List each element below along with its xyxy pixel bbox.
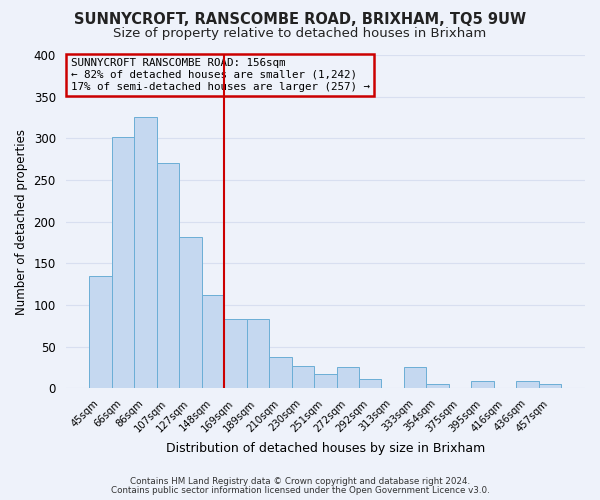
Bar bbox=[202, 295, 224, 388]
Bar bbox=[517, 381, 539, 388]
Bar bbox=[224, 319, 247, 388]
Text: Contains HM Land Registry data © Crown copyright and database right 2024.: Contains HM Land Registry data © Crown c… bbox=[130, 477, 470, 486]
Bar bbox=[89, 276, 112, 388]
Bar bbox=[404, 368, 427, 388]
X-axis label: Distribution of detached houses by size in Brixham: Distribution of detached houses by size … bbox=[166, 442, 485, 455]
Bar bbox=[269, 358, 292, 388]
Bar bbox=[112, 136, 134, 388]
Text: SUNNYCROFT, RANSCOMBE ROAD, BRIXHAM, TQ5 9UW: SUNNYCROFT, RANSCOMBE ROAD, BRIXHAM, TQ5… bbox=[74, 12, 526, 28]
Bar bbox=[247, 319, 269, 388]
Bar bbox=[472, 381, 494, 388]
Text: SUNNYCROFT RANSCOMBE ROAD: 156sqm
← 82% of detached houses are smaller (1,242)
1: SUNNYCROFT RANSCOMBE ROAD: 156sqm ← 82% … bbox=[71, 58, 370, 92]
Text: Contains public sector information licensed under the Open Government Licence v3: Contains public sector information licen… bbox=[110, 486, 490, 495]
Bar bbox=[427, 384, 449, 388]
Bar bbox=[179, 236, 202, 388]
Text: Size of property relative to detached houses in Brixham: Size of property relative to detached ho… bbox=[113, 28, 487, 40]
Bar bbox=[337, 368, 359, 388]
Bar bbox=[314, 374, 337, 388]
Bar bbox=[539, 384, 562, 388]
Bar bbox=[134, 118, 157, 388]
Y-axis label: Number of detached properties: Number of detached properties bbox=[15, 128, 28, 314]
Bar bbox=[359, 379, 382, 388]
Bar bbox=[157, 164, 179, 388]
Bar bbox=[292, 366, 314, 388]
